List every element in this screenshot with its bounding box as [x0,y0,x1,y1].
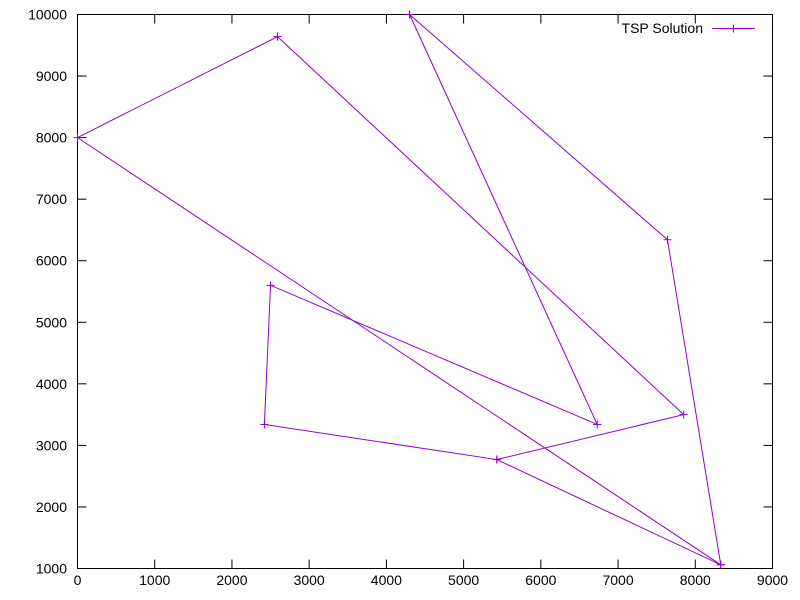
series-line [263,14,722,566]
data-point [273,32,282,41]
x-tick-label: 3000 [294,572,325,588]
legend: TSP Solution [622,20,755,36]
y-tick-label: 8000 [36,130,67,146]
x-tick-label: 8000 [680,572,711,588]
y-tick-label: 6000 [36,253,67,269]
y-tick-label: 10000 [28,7,67,23]
data-point [679,410,688,419]
y-tick-label: 1000 [36,561,67,577]
data-point [73,133,82,142]
y-tick-label: 9000 [36,68,67,84]
x-tick-label: 7000 [602,572,633,588]
data-point [266,281,275,290]
x-tick-label: 2000 [216,572,247,588]
data-point [593,420,602,429]
data-point [492,455,501,464]
y-tick-label: 2000 [36,499,67,515]
data-point [716,560,725,569]
series-layer [73,10,725,569]
y-tick-label: 3000 [36,437,67,453]
plot-frame [77,14,773,569]
x-tick-label: 4000 [371,572,402,588]
x-tick-label: 5000 [448,572,479,588]
data-point [405,10,414,19]
y-tick-label: 5000 [36,314,67,330]
legend-marker [729,24,738,33]
x-tick-label: 1000 [139,572,170,588]
legend-label: TSP Solution [622,20,703,36]
y-tick-label: 4000 [36,376,67,392]
x-tick-label: 0 [74,572,82,588]
axis-ticks: 0 1000 2000 3000 4000 5000 6000 7000 8000 9000 100… [28,7,788,589]
data-point [663,235,672,244]
data-point [260,420,269,429]
x-tick-label: 9000 [757,572,788,588]
x-tick-label: 6000 [525,572,556,588]
y-tick-label: 7000 [36,191,67,207]
series-line [76,36,722,566]
